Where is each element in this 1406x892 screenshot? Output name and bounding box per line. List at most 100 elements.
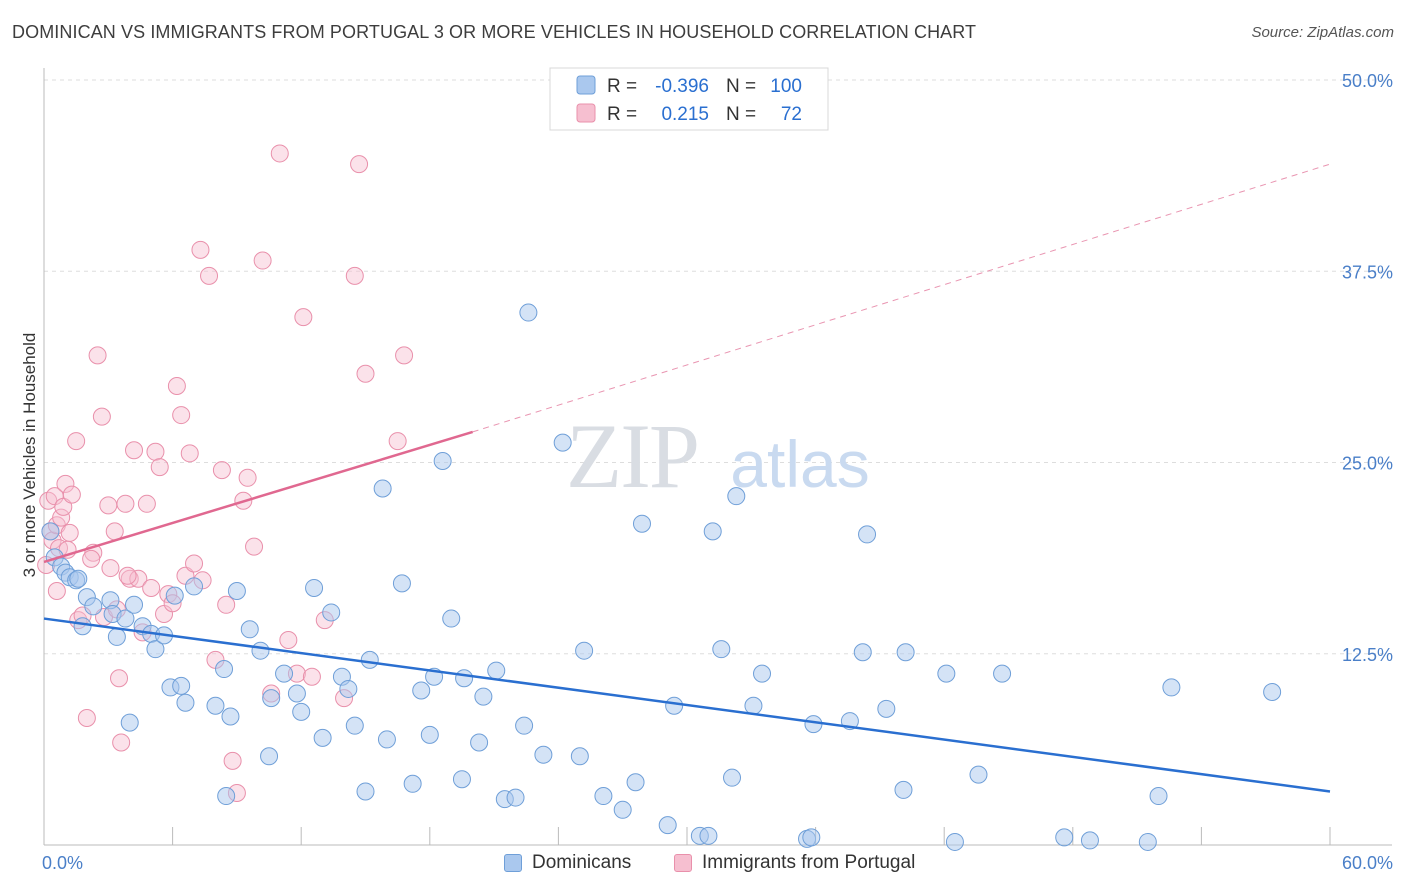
- portugal-point-65: [356, 364, 375, 383]
- dominican-point-33: [305, 578, 324, 597]
- portugal-point-71: [118, 566, 137, 585]
- dominican-point-64: [753, 664, 772, 683]
- dominican-point-58: [699, 826, 718, 845]
- trend-lines: [43, 163, 1331, 793]
- legend-box: R = -0.396 N = 100 R = 0.215 N = 72: [549, 67, 829, 131]
- dominican-point-45: [474, 687, 493, 706]
- portugal-point-39: [172, 406, 191, 425]
- series-dominicans: [41, 303, 1282, 851]
- portugal-point-63: [345, 266, 364, 285]
- portugal-point-17: [88, 346, 107, 365]
- bottom-legend-label-dominicans: Dominicans: [532, 852, 632, 873]
- portugal-point-21: [101, 559, 120, 578]
- watermark-atlas: atlas: [730, 427, 869, 501]
- portugal-point-56: [270, 144, 289, 163]
- dominican-point-53: [626, 773, 645, 792]
- portugal-point-15: [77, 709, 96, 728]
- portugal-point-7: [52, 508, 71, 527]
- dominican-point-59: [703, 522, 722, 541]
- dominican-point-0: [41, 522, 60, 541]
- portugal-point-34: [150, 458, 169, 477]
- dominican-point-83: [1263, 683, 1282, 701]
- portugal-point-43: [191, 240, 210, 259]
- dominican-point-56: [665, 696, 684, 715]
- legend-r-label-2: R =: [607, 104, 637, 125]
- source-label: Source: ZipAtlas.com: [1251, 24, 1394, 41]
- trend-line-portugal-extension: [472, 163, 1331, 433]
- portugal-point-52: [238, 468, 257, 487]
- dominican-point-74: [937, 664, 956, 683]
- portugal-point-47: [212, 461, 231, 480]
- portugal-point-11: [62, 485, 81, 504]
- watermark: ZIP atlas: [566, 405, 870, 507]
- dominican-point-55: [658, 816, 677, 835]
- dominican-point-49: [534, 745, 553, 764]
- portugal-point-12: [67, 432, 86, 451]
- dominican-point-82: [1162, 678, 1181, 697]
- dominican-point-69: [853, 643, 872, 662]
- dominican-point-70: [858, 525, 877, 544]
- portugal-point-66: [388, 432, 407, 451]
- dominican-point-78: [1055, 828, 1074, 847]
- dominican-point-51: [575, 641, 594, 660]
- dominican-point-76: [969, 765, 988, 784]
- dominican-point-97: [217, 787, 236, 806]
- portugal-point-29: [129, 569, 148, 588]
- dominican-point-77: [993, 664, 1012, 683]
- dominican-point-72: [894, 780, 913, 799]
- legend-n-label-1: N =: [726, 76, 756, 97]
- axes: [43, 68, 1392, 846]
- dominican-point-71: [877, 699, 896, 718]
- grid-lines: [44, 79, 1392, 655]
- dominican-point-48: [519, 303, 538, 322]
- dominican-point-31: [275, 664, 294, 683]
- portugal-point-32: [142, 578, 161, 597]
- portugal-point-42: [185, 554, 204, 573]
- dominican-point-94: [506, 788, 525, 807]
- portugal-point-49: [223, 751, 242, 770]
- portugal-point-31: [137, 494, 156, 513]
- portugal-point-41: [180, 444, 199, 463]
- dominican-point-80: [1138, 832, 1157, 851]
- dominican-point-90: [420, 725, 439, 744]
- dominican-point-60: [712, 640, 731, 659]
- bottom-legend-label-portugal: Immigrants from Portugal: [702, 852, 916, 873]
- dominican-point-37: [360, 650, 379, 669]
- portugal-point-33: [146, 442, 165, 461]
- dominican-point-62: [727, 487, 746, 506]
- dominican-point-30: [262, 689, 281, 708]
- portugal-point-10: [60, 523, 79, 542]
- legend-r-value-1: -0.396: [655, 76, 709, 97]
- portugal-point-45: [200, 266, 219, 285]
- bottom-legend-swatch-portugal: [674, 854, 692, 872]
- dominican-point-91: [452, 770, 471, 789]
- dominican-point-20: [165, 586, 184, 605]
- tick-labels: 12.5% 25.0% 37.5% 50.0% 0.0% 60.0%: [42, 71, 1393, 873]
- watermark-zip: ZIP: [566, 405, 698, 507]
- portugal-point-8: [54, 497, 73, 516]
- y-tick-label-2: 37.5%: [1342, 262, 1393, 282]
- dominican-point-89: [403, 774, 422, 793]
- bottom-legend-swatch-dominicans: [504, 854, 522, 872]
- dominican-point-28: [240, 620, 259, 639]
- portugal-point-57: [279, 630, 298, 649]
- portugal-point-67: [395, 346, 414, 365]
- dominican-point-75: [945, 832, 964, 851]
- dominican-point-73: [896, 643, 915, 662]
- dominican-point-96: [613, 800, 632, 819]
- dominican-point-17: [146, 640, 165, 659]
- y-tick-label-0: 12.5%: [1342, 645, 1393, 665]
- dominican-point-29: [251, 641, 270, 660]
- dominican-point-47: [515, 716, 534, 735]
- dominican-point-63: [744, 696, 763, 715]
- legend-n-value-1: 100: [770, 76, 802, 97]
- bottom-legend-dominicans: Dominicans: [504, 852, 631, 874]
- dominican-point-99: [356, 782, 375, 801]
- dominican-point-14: [125, 595, 144, 614]
- dominican-point-40: [412, 681, 431, 700]
- portugal-point-54: [253, 251, 272, 270]
- dominican-point-12: [107, 627, 126, 646]
- bottom-legend: Dominicans Immigrants from Portugal: [0, 852, 1406, 878]
- portugal-point-25: [112, 733, 131, 752]
- portugal-point-28: [125, 441, 144, 460]
